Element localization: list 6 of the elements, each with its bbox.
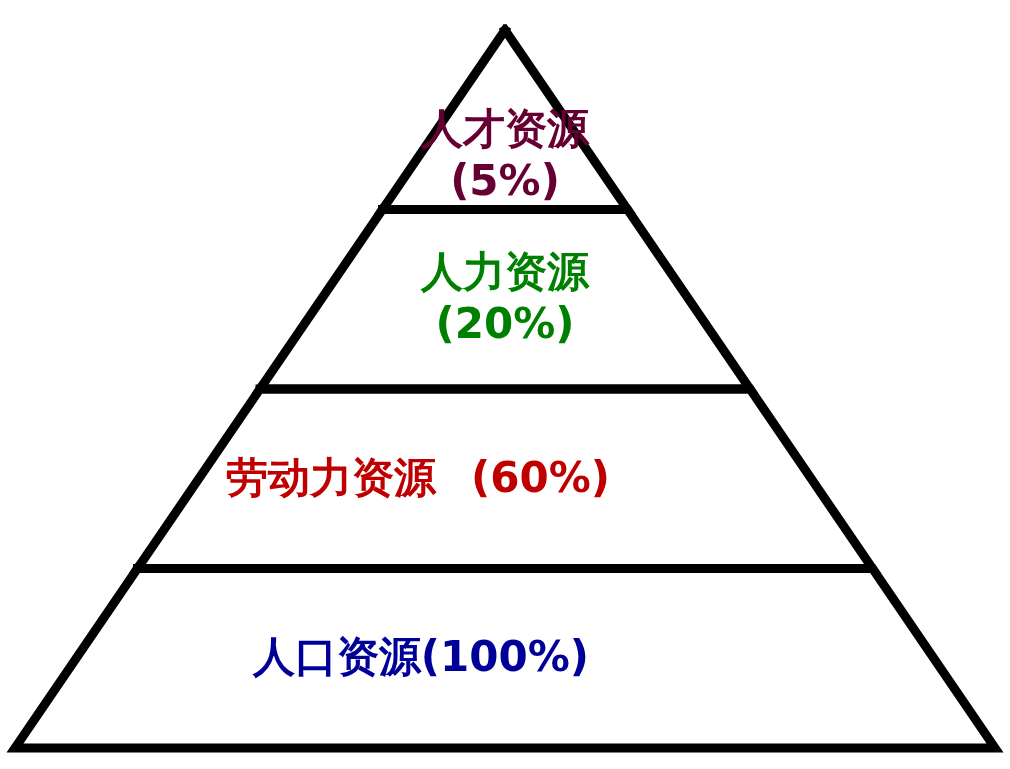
category-label: 人力资源	[420, 247, 590, 297]
data-label: (5%)	[450, 155, 560, 205]
category-label: 人口资源	[251, 632, 422, 682]
data-label: (20%)	[435, 299, 575, 349]
data-label: (60%)	[471, 452, 610, 502]
category-label: 劳动力资源	[225, 452, 437, 502]
